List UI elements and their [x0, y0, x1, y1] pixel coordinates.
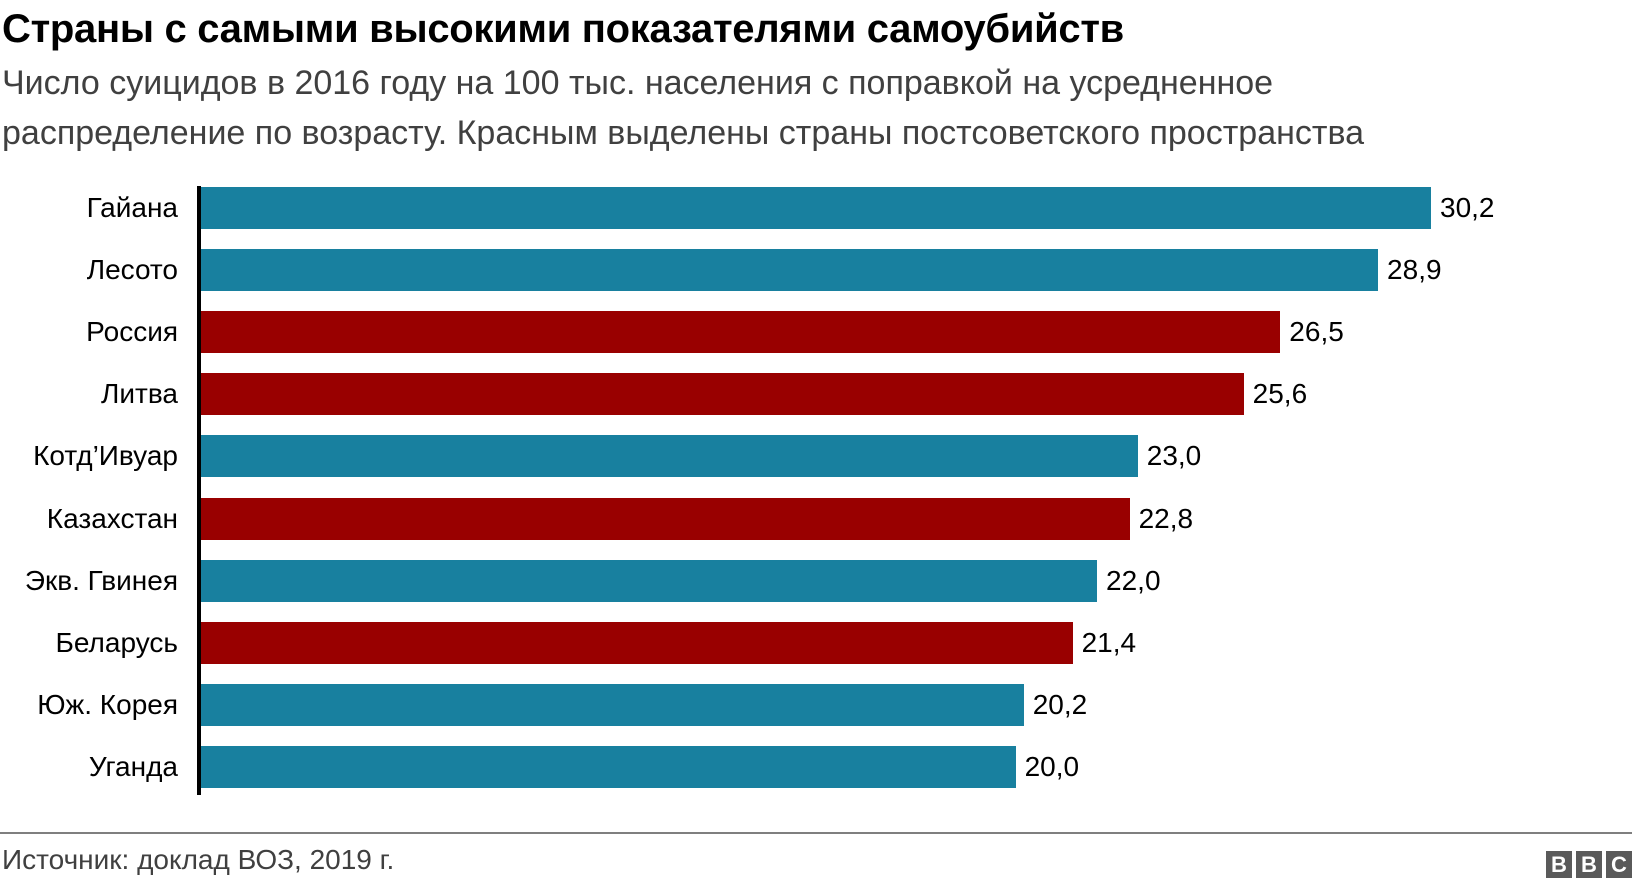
bar	[201, 311, 1281, 354]
value-label: 26,5	[1289, 316, 1344, 348]
bar	[201, 621, 1073, 664]
bbc-logo-letter: C	[1606, 851, 1632, 878]
value-label: 30,2	[1440, 192, 1495, 223]
value-label: 21,4	[1081, 626, 1137, 658]
category-label: Лесото	[86, 254, 178, 286]
subtitle-line-1: Число суицидов в 2016 году на 100 тыс. н…	[2, 64, 1274, 102]
source-note: Источник: доклад ВОЗ, 2019 г.	[2, 844, 395, 875]
chart-title: Страны с самыми высокими показателями са…	[2, 7, 1124, 51]
category-label: Россия	[86, 316, 178, 348]
bar	[201, 249, 1379, 292]
value-label: 20,2	[1032, 688, 1088, 720]
y-axis-line	[197, 186, 201, 795]
bar	[201, 435, 1138, 478]
category-label: Юж. Корея	[37, 688, 178, 720]
bar-row: Уганда 20,0	[0, 745, 1632, 788]
value-label: 28,9	[1387, 254, 1442, 286]
bar-row: Гайана 30,2	[0, 187, 1632, 229]
bar-row: Юж. Корея 20,2	[0, 683, 1632, 726]
bar	[201, 559, 1098, 602]
bar-row: Беларусь 21,4	[0, 621, 1632, 664]
bar	[201, 745, 1016, 788]
bar	[201, 373, 1244, 416]
chart-subtitle: Число суицидов в 2016 году на 100 тыс. н…	[2, 58, 1364, 158]
bar-row: Котд’Ивуар 23,0	[0, 435, 1632, 478]
category-label: Уганда	[88, 750, 178, 782]
value-label: 20,0	[1024, 750, 1080, 782]
bbc-logo: B B C	[1546, 851, 1632, 878]
bar-row: Литва 25,6	[0, 373, 1632, 416]
bar	[201, 497, 1130, 540]
value-label: 23,0	[1146, 440, 1202, 472]
value-label: 22,8	[1138, 502, 1194, 534]
category-label: Гайана	[86, 192, 178, 223]
bbc-logo-letter: B	[1576, 851, 1602, 878]
bbc-logo-letter: B	[1546, 851, 1572, 878]
value-label: 25,6	[1252, 378, 1308, 410]
category-label: Казахстан	[46, 502, 178, 534]
subtitle-line-2: распределение по возрасту. Красным выдел…	[2, 114, 1365, 152]
category-label: Беларусь	[55, 626, 178, 658]
footer-divider	[0, 832, 1632, 834]
bar-row: Россия 26,5	[0, 311, 1632, 354]
category-label: Литва	[101, 378, 178, 410]
bar	[201, 683, 1024, 726]
value-label: 22,0	[1106, 564, 1161, 596]
category-label: Экв. Гвинея	[24, 564, 178, 596]
bar-row: Лесото 28,9	[0, 249, 1632, 292]
bar-row: Казахстан 22,8	[0, 497, 1632, 540]
bar-row: Экв. Гвинея 22,0	[0, 559, 1632, 602]
bar-chart: Гайана 30,2 Лесото 28,9 Россия 26,5 Литва 25,6 К…	[0, 180, 1632, 800]
category-label: Котд’Ивуар	[33, 440, 178, 472]
bar	[201, 187, 1431, 229]
